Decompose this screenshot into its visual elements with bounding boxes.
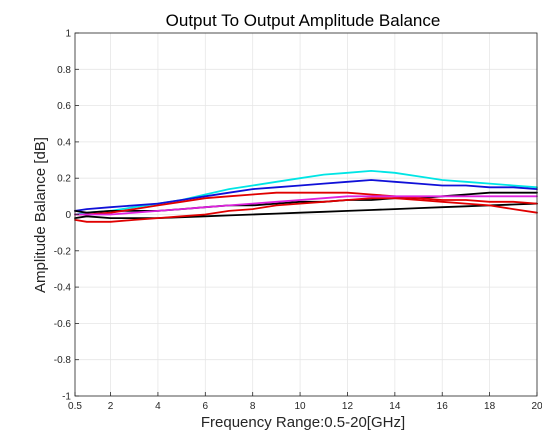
- x-tick-label: 20: [531, 401, 542, 412]
- y-tick-label: -0.6: [54, 319, 72, 330]
- x-tick-label: 4: [155, 401, 161, 412]
- x-axis-label: Frequency Range:0.5-20[GHz]: [201, 414, 405, 431]
- chart-title: Output To Output Amplitude Balance: [166, 11, 441, 30]
- x-tick-label: 10: [295, 401, 307, 412]
- y-tick-label: 0.4: [57, 137, 71, 148]
- x-tick-label: 2: [108, 401, 114, 412]
- y-tick-label: 0: [65, 210, 71, 221]
- series-line-4: [74, 202, 538, 220]
- y-tick-label: 1: [65, 29, 71, 40]
- y-tick-label: -0.2: [54, 246, 72, 257]
- y-tick-label: -1: [62, 392, 71, 403]
- x-tick-label: 16: [437, 401, 449, 412]
- y-tick-label: 0.2: [57, 174, 71, 185]
- series-line-5: [74, 191, 538, 216]
- x-tick-label: 14: [389, 401, 401, 412]
- y-tick-label: 0.6: [57, 101, 71, 112]
- x-tick-label: 12: [342, 401, 354, 412]
- x-tick-label: 18: [484, 401, 496, 412]
- y-tick-label: -0.8: [54, 355, 72, 366]
- series-line-2: [74, 179, 538, 212]
- series-line-7: [74, 195, 538, 216]
- x-tick-label: 6: [203, 401, 209, 412]
- ticks: 0.5 2 4 6 8 10 12 14 16 18 20 -1 -0.8 -0.6 -0.4 -0.2 0 0.…: [54, 29, 542, 413]
- series-line-3: [74, 191, 538, 214]
- y-axis-label: Amplitude Balance [dB]: [32, 137, 49, 293]
- series-line-1: [74, 169, 538, 216]
- y-tick-label: -0.4: [54, 283, 72, 294]
- plot-area: 0.5 2 4 6 8 10 12 14 16 18 20 -1 -0.8 -0.6 -0.4 -0.2 0 0.…: [54, 29, 542, 413]
- x-tick-label: 0.5: [68, 401, 82, 412]
- series-group: [74, 169, 538, 223]
- series-line-6: [74, 197, 538, 223]
- x-tick-label: 8: [250, 401, 256, 412]
- y-tick-label: 0.8: [57, 65, 71, 76]
